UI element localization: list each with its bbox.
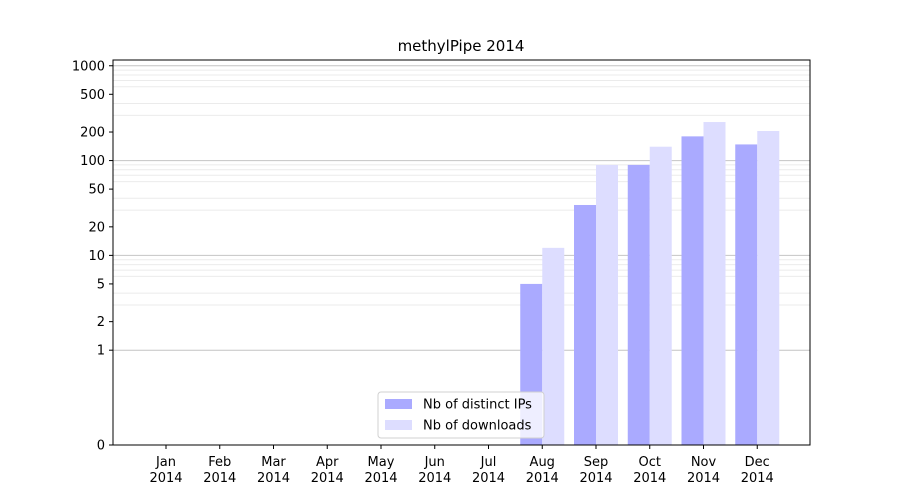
x-tick-label: Nov 2014	[687, 455, 720, 486]
legend-label: Nb of distinct IPs	[423, 398, 532, 413]
grid	[113, 65, 810, 351]
y-tick-label: 0	[97, 439, 105, 454]
y-tick-label: 2	[97, 315, 105, 330]
y-tick-label: 10	[88, 249, 105, 264]
x-tick-label: Oct 2014	[633, 455, 666, 486]
x-tick-label: Mar 2014	[257, 455, 290, 486]
x-tick-label: Jun 2014	[418, 455, 451, 486]
plot-frame	[112, 59, 811, 446]
x-tick-label: Jul 2014	[472, 455, 505, 486]
bar-downloads	[542, 247, 565, 445]
x-tick-label: May 2014	[364, 455, 397, 486]
y-tick-label: 200	[80, 126, 105, 141]
x-tick-label: Apr 2014	[311, 455, 344, 486]
chart-title: methylPipe 2014	[398, 37, 525, 55]
bar-downloads	[757, 131, 780, 445]
y-tick-label: 20	[88, 220, 105, 235]
y-tick-label: 5	[97, 277, 105, 292]
y-tick-label: 1	[97, 344, 105, 359]
bar-downloads	[703, 122, 726, 445]
bar-distinct-ips	[735, 144, 758, 445]
bars	[520, 122, 780, 446]
x-axis: Jan 2014 Feb 2014 Mar 2014 Apr 2014 May 2014 Jun 20…	[149, 445, 774, 486]
x-tick-label: Feb 2014	[203, 455, 236, 486]
x-tick-label: Jan 2014	[149, 455, 182, 486]
y-tick-label: 50	[88, 183, 105, 198]
legend-swatch	[385, 420, 412, 430]
y-tick-label: 1000	[72, 59, 105, 74]
legend-box	[377, 391, 545, 439]
y-tick-label: 100	[80, 154, 105, 169]
legend: Nb of distinct IPs Nb of downloads	[377, 391, 545, 439]
x-tick-label: Dec 2014	[741, 455, 774, 486]
bar-downloads	[649, 146, 672, 445]
bar-distinct-ips	[574, 204, 596, 445]
y-axis: 0 1 2 5 10 20 50 100 200 500 1000	[72, 59, 113, 454]
bar-downloads	[596, 164, 618, 445]
legend-swatch	[385, 399, 412, 409]
legend-label: Nb of downloads	[423, 419, 532, 434]
bar-distinct-ips	[681, 136, 704, 446]
x-tick-label: Aug 2014	[526, 455, 559, 486]
y-tick-label: 500	[80, 88, 105, 103]
x-tick-label: Sep 2014	[579, 455, 612, 486]
bar-distinct-ips	[627, 164, 650, 445]
